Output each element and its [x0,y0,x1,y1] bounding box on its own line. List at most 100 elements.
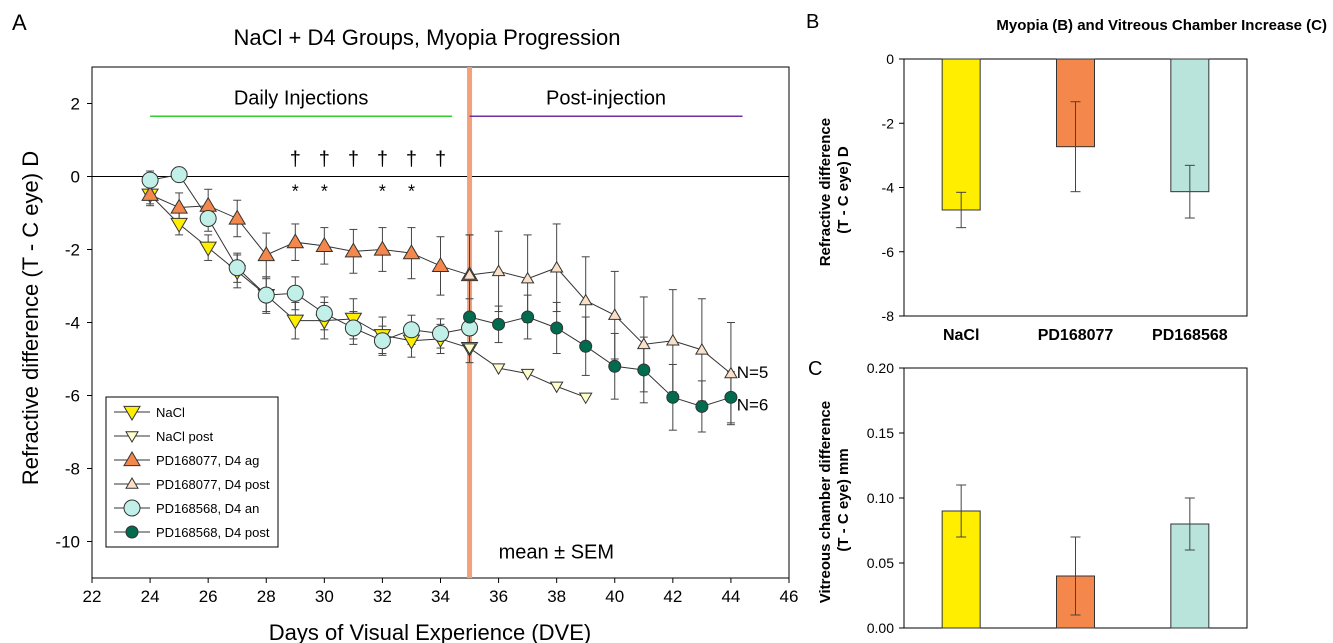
chart-b-ylabel-line1: Refractive difference [817,118,834,266]
data-point [608,359,622,373]
data-point [286,233,305,249]
data-point [578,392,593,405]
x-tick-label: 44 [721,587,740,606]
bc-title: Myopia (B) and Vitreous Chamber Increase… [996,17,1327,34]
x-tick-label: 42 [663,587,682,606]
y-tick-label: 0 [71,168,80,187]
dagger-mark: † [319,149,330,171]
data-point [123,499,141,517]
y-tick-label: 0.20 [867,360,894,376]
significance-star: * [292,181,299,201]
period-label: Post-injection [546,87,666,109]
x-tick-label: 22 [83,587,102,606]
data-point [695,342,709,355]
data-point [521,310,535,324]
chart-c-plot: 0.00 0.05 0.10 0.15 0.20 [867,360,1248,636]
data-point [141,185,159,201]
y-tick-label: -8 [65,460,80,479]
y-tick-label: 2 [71,95,80,114]
legend-label: PD168568, D4 post [156,525,270,540]
x-tick-label: 32 [373,587,392,606]
data-point [315,304,333,322]
legend-box [105,396,279,548]
data-point [344,242,363,258]
y-tick-label: -10 [55,533,80,552]
data-point [170,166,188,184]
chart-b-ylabel: Refractive difference (T - C eye) D [817,114,852,267]
y-tick-label: 0 [886,51,894,67]
panel-b-letter: B [806,11,819,33]
data-point [344,319,362,337]
data-point [462,343,477,356]
data-point [315,236,334,252]
x-tick-label: 30 [315,587,334,606]
chart-c-ylabel-line1: Vitreous chamber difference [817,401,834,603]
data-point [199,209,217,227]
legend-label: PD168077, D4 ag [156,453,259,468]
y-tick-label: -2 [65,241,80,260]
x-tick-label: 38 [547,587,566,606]
chart-a-ylabel: Refractive difference (T - C eye) D [18,151,43,485]
data-point [462,268,477,280]
legend-label: NaCl post [156,429,213,444]
data-point [578,293,593,306]
data-point [491,363,506,376]
category-label: PD168568 [1152,327,1228,344]
chart-c-ylabel-line2: (T - C eye) mm [835,448,852,551]
data-point [125,525,139,539]
bar [941,58,981,211]
series-line [469,316,732,407]
data-point [257,286,275,304]
data-point [432,324,449,342]
panel-c-letter: C [808,358,822,380]
data-point [637,363,651,377]
series-line [469,267,732,374]
legend-label: PD168077, D4 post [156,477,270,492]
data-point [549,381,564,394]
data-point [228,259,246,277]
data-point [463,310,477,324]
data-point [123,451,141,467]
data-point [666,390,680,404]
x-tick-label: 28 [257,587,276,606]
data-point [286,284,304,302]
data-point [607,308,622,320]
chart-a-title: NaCl + D4 Groups, Myopia Progression [234,25,621,50]
y-tick-label: -2 [882,115,895,131]
data-point [199,196,218,212]
data-point [170,217,188,233]
significance-star: * [408,181,415,201]
series-line [149,194,470,276]
data-point [141,171,159,189]
annotation: N=6 [737,396,769,415]
category-label: NaCl [943,327,979,344]
chart-c-ylabel: Vitreous chamber difference (T - C eye) … [817,397,852,603]
data-point [724,366,738,379]
category-label: PD168077 [1038,327,1114,344]
x-tick-label: 34 [431,587,450,606]
significance-star: * [321,181,328,201]
data-point [123,405,141,421]
y-tick-label: 0.10 [867,490,894,506]
chart-b-ylabel-line2: (T - C eye) D [835,146,852,234]
data-point [492,317,506,331]
data-point [636,337,651,350]
data-point [520,271,535,284]
data-point [402,244,421,260]
y-tick-label: -4 [882,180,895,196]
annotation: N=5 [737,363,769,382]
period-label: Daily Injections [234,87,369,109]
x-tick-label: 36 [489,587,508,606]
data-point [125,477,139,489]
panel-a-letter: A [12,10,27,35]
data-point [125,431,139,443]
dagger-mark: † [377,149,388,171]
chart-b-plot: 0 -2 -4 -6 -8 NaCl PD168077 PD168568 [882,51,1248,344]
data-point [373,240,392,256]
x-tick-label: 24 [141,587,160,606]
y-tick-label: -6 [65,387,80,406]
y-tick-label: -4 [65,314,80,333]
legend-label: NaCl [156,405,185,420]
series-line [149,194,470,349]
